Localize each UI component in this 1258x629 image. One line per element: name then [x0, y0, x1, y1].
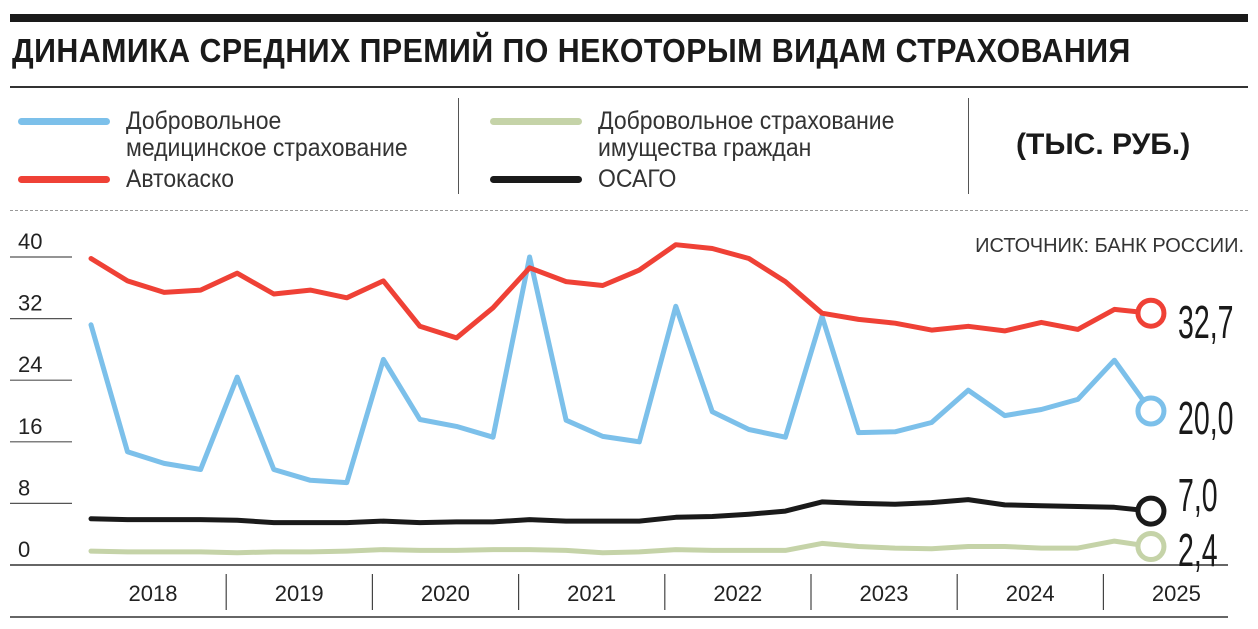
- end-marker: [1135, 395, 1167, 427]
- legend-swatch-osago: [490, 176, 582, 183]
- x-tick-label: 2023: [860, 581, 909, 606]
- legend-text: имущества граждан: [598, 134, 812, 162]
- end-value-label: 7,0: [1178, 470, 1218, 522]
- y-tick-label: 32: [18, 291, 42, 316]
- legend-text: медицинское страхование: [126, 134, 408, 162]
- legend-label-dms: Добровольное медицинское страхование: [126, 108, 408, 162]
- series-line: [88, 538, 1154, 556]
- chart-title: ДИНАМИКА СРЕДНИХ ПРЕМИЙ ПО НЕКОТОРЫМ ВИД…: [12, 32, 1131, 69]
- legend-swatch-property: [490, 118, 582, 125]
- y-tick-label: 24: [18, 352, 42, 377]
- y-tick-label: 8: [18, 475, 30, 500]
- x-tick-label: 2021: [567, 581, 616, 606]
- legend-separator: [458, 98, 459, 194]
- series-line: [88, 497, 1154, 526]
- y-tick-label: 0: [18, 537, 30, 562]
- series-line: [88, 254, 1154, 486]
- end-marker: [1135, 495, 1167, 527]
- end-marker: [1135, 531, 1167, 563]
- x-tick-label: 2024: [1006, 581, 1055, 606]
- legend-label-property: Добровольное страхование имущества гражда…: [598, 108, 894, 162]
- x-tick-label: 2025: [1152, 581, 1201, 606]
- y-tick-label: 16: [18, 414, 42, 439]
- legend-swatch-dms: [18, 118, 110, 125]
- units-label: (ТЫС. РУБ.): [1016, 128, 1191, 161]
- source-note: ИСТОЧНИК: БАНК РОССИИ.: [975, 235, 1244, 257]
- x-tick-label: 2022: [713, 581, 762, 606]
- legend-text: Добровольное: [126, 107, 282, 135]
- end-marker: [1135, 297, 1167, 329]
- y-tick-label: 40: [18, 229, 42, 254]
- series-line: [88, 242, 1154, 341]
- legend-text: Добровольное страхование: [598, 107, 895, 135]
- divider: [10, 210, 1248, 211]
- legend-swatch-kasko: [18, 176, 110, 183]
- x-tick-label: 2020: [421, 581, 470, 606]
- end-value-label: 32,7: [1178, 297, 1234, 349]
- x-tick-label: 2018: [129, 581, 178, 606]
- x-tick-label: 2019: [275, 581, 324, 606]
- end-value-label: 20,0: [1178, 393, 1234, 445]
- legend-label-osago: ОСАГО: [598, 165, 677, 193]
- divider: [10, 86, 1248, 88]
- legend-separator: [968, 98, 969, 194]
- end-value-label: 2,4: [1178, 525, 1218, 577]
- legend-label-kasko: Автокаско: [126, 165, 235, 193]
- top-bar: [10, 14, 1248, 22]
